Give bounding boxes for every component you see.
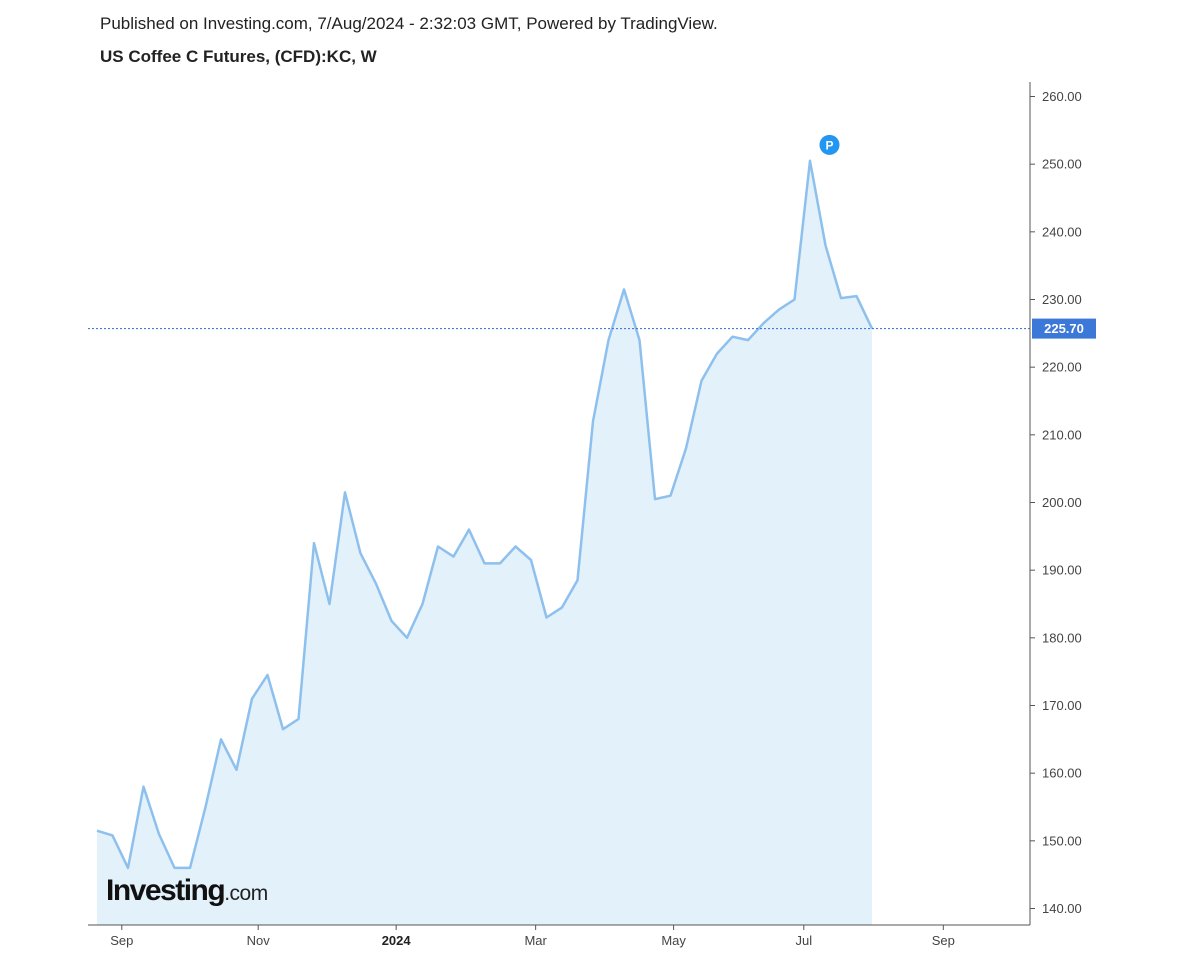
chart-title: US Coffee C Futures, (CFD):KC, W	[100, 47, 377, 66]
y-tick-label: 190.00	[1042, 563, 1082, 578]
data-point	[235, 768, 239, 772]
y-tick-label: 180.00	[1042, 630, 1082, 645]
data-point	[545, 616, 549, 620]
y-tick-label: 260.00	[1042, 89, 1082, 104]
x-tick-label: Sep	[932, 933, 955, 948]
plot-area: P	[88, 134, 1030, 926]
data-point	[684, 446, 688, 450]
data-point	[576, 578, 580, 582]
x-tick-label: 2024	[382, 933, 412, 948]
data-point	[250, 697, 254, 701]
data-point	[514, 545, 518, 549]
data-point	[669, 494, 673, 498]
data-point	[467, 528, 471, 532]
y-tick-label: 150.00	[1042, 833, 1082, 848]
logo-suffix: .com	[224, 882, 268, 905]
y-tick-label: 170.00	[1042, 698, 1082, 713]
data-point	[405, 636, 409, 640]
data-point	[808, 159, 812, 163]
last-price-badge	[1032, 318, 1096, 339]
data-point	[359, 551, 363, 555]
data-point	[436, 545, 440, 549]
data-point	[95, 829, 99, 833]
data-point	[188, 866, 192, 870]
logo-main: Investing	[106, 874, 226, 907]
data-point	[312, 541, 316, 545]
data-point	[374, 582, 378, 586]
last-price-label: 225.70	[1044, 321, 1084, 336]
x-tick-label: Sep	[110, 933, 133, 948]
data-point	[421, 602, 425, 606]
x-tick-label: Nov	[247, 933, 271, 948]
data-point	[452, 555, 456, 559]
data-point	[328, 602, 332, 606]
data-point	[591, 419, 595, 423]
data-point	[777, 308, 781, 312]
data-point	[607, 338, 611, 342]
data-point	[529, 558, 533, 562]
investing-logo: Investing.com	[106, 874, 268, 908]
y-tick-label: 210.00	[1042, 427, 1082, 442]
x-tick-label: Mar	[524, 933, 547, 948]
data-point	[653, 497, 657, 501]
data-point	[483, 561, 487, 565]
series-line-kc-weekly-close	[96, 159, 874, 870]
data-point	[281, 727, 285, 731]
x-tick-label: Jul	[795, 933, 812, 948]
data-point	[715, 352, 719, 356]
data-point	[343, 490, 347, 494]
data-point	[219, 737, 223, 741]
data-point	[638, 338, 642, 342]
data-point	[390, 619, 394, 623]
data-point	[498, 561, 502, 565]
marker-badge	[819, 134, 840, 155]
y-tick-label: 250.00	[1042, 157, 1082, 172]
data-point	[855, 294, 859, 298]
data-point	[622, 287, 626, 291]
data-point	[700, 379, 704, 383]
data-point	[297, 717, 301, 721]
data-point	[731, 335, 735, 339]
data-point	[173, 866, 177, 870]
series-area-fill	[97, 160, 872, 926]
y-tick-label: 200.00	[1042, 495, 1082, 510]
data-point	[824, 243, 828, 247]
y-tick-label: 220.00	[1042, 360, 1082, 375]
data-point	[839, 296, 843, 300]
data-point	[793, 298, 797, 302]
y-tick-label: 240.00	[1042, 224, 1082, 239]
data-point	[266, 673, 270, 677]
axes: 140.00 150.00 160.00 170.00 180.00 190.00 200.…	[88, 82, 1096, 948]
data-point	[126, 866, 130, 870]
data-point	[204, 805, 208, 809]
data-point	[111, 833, 115, 837]
y-tick-label: 230.00	[1042, 292, 1082, 307]
y-tick-label: 160.00	[1042, 766, 1082, 781]
data-point	[762, 321, 766, 325]
data-point	[157, 832, 161, 836]
published-caption: Published on Investing.com, 7/Aug/2024 -…	[100, 14, 718, 33]
y-tick-label: 140.00	[1042, 901, 1082, 916]
data-point	[142, 785, 146, 789]
data-point	[746, 338, 750, 342]
marker-label: P	[825, 138, 833, 152]
data-point	[560, 605, 564, 609]
x-tick-label: May	[661, 933, 686, 948]
